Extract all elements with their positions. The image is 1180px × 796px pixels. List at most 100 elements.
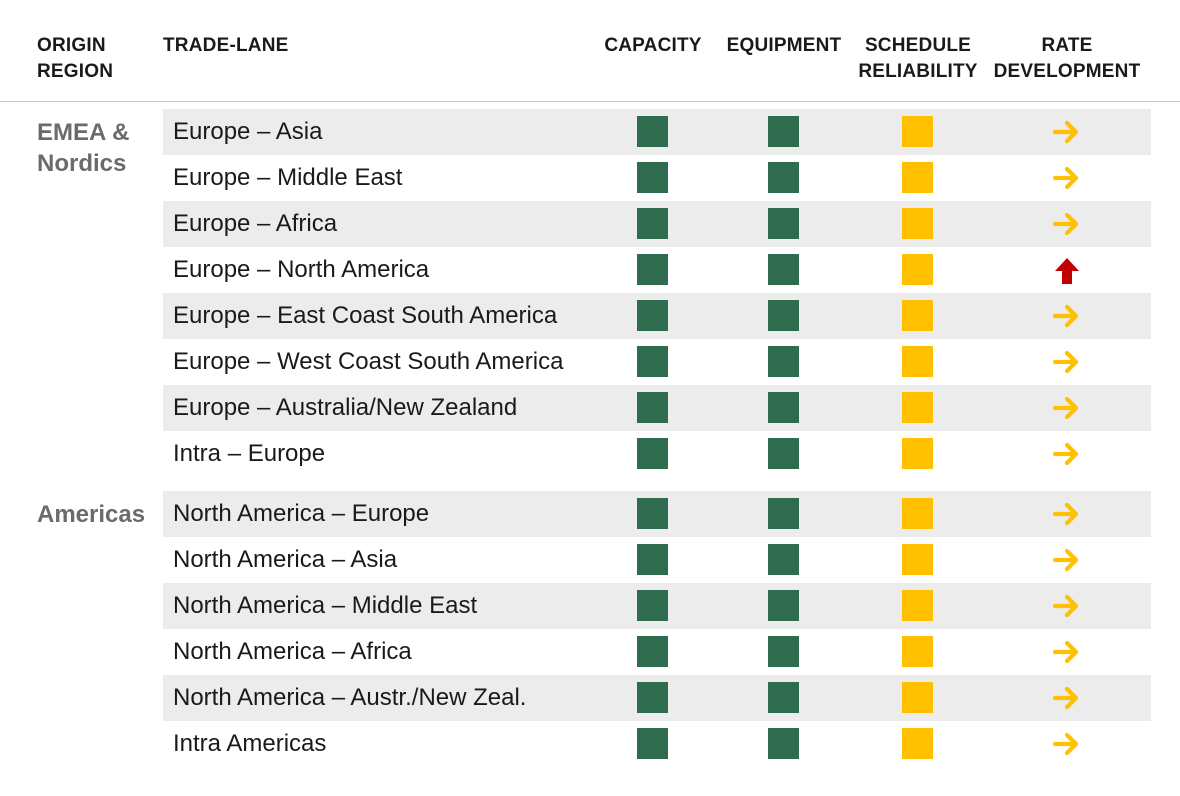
schedule-reliability-indicator	[902, 300, 933, 331]
header-divider	[0, 101, 1180, 102]
equipment-indicator	[768, 392, 799, 423]
table-row: North America – Asia	[163, 537, 1151, 583]
header-origin-region-line2: REGION	[37, 61, 114, 82]
capacity-indicator	[637, 208, 668, 239]
arrow-right-icon	[1052, 396, 1079, 420]
trade-lane-label: Europe – Asia	[173, 118, 323, 145]
header-rate-development: RATE DEVELOPMENT	[985, 33, 1149, 85]
equipment-indicator	[768, 116, 799, 147]
schedule-reliability-indicator	[902, 728, 933, 759]
equipment-indicator	[768, 208, 799, 239]
region-label-line: Americas	[37, 501, 146, 528]
schedule-reliability-indicator	[902, 116, 933, 147]
region-label-line: EMEA &	[37, 119, 130, 146]
capacity-indicator	[637, 346, 668, 377]
equipment-indicator	[768, 682, 799, 713]
region-label: Americas	[37, 499, 145, 530]
trade-lane-label: Europe – North America	[173, 256, 430, 283]
arrow-right-icon	[1052, 304, 1079, 328]
header-equipment: EQUIPMENT	[726, 35, 842, 56]
region-label: EMEA & Nordics	[37, 117, 129, 179]
schedule-reliability-indicator	[902, 590, 933, 621]
arrow-right-icon	[1052, 166, 1079, 190]
trade-lane-label: North America – Europe	[173, 500, 430, 527]
arrow-up-icon	[1055, 258, 1079, 284]
schedule-reliability-indicator	[902, 636, 933, 667]
capacity-indicator	[637, 728, 668, 759]
equipment-indicator	[768, 636, 799, 667]
capacity-indicator	[637, 682, 668, 713]
header-trade-lane: TRADE-LANE	[163, 35, 289, 56]
table-row: Intra – Europe	[163, 431, 1151, 477]
arrow-right-icon	[1052, 732, 1079, 756]
schedule-reliability-indicator	[902, 208, 933, 239]
schedule-reliability-indicator	[902, 682, 933, 713]
schedule-reliability-indicator	[902, 162, 933, 193]
table-row: North America – Africa	[163, 629, 1151, 675]
equipment-indicator	[768, 544, 799, 575]
equipment-indicator	[768, 300, 799, 331]
table-row: Europe – Africa	[163, 201, 1151, 247]
header-schedule-reliability: SCHEDULE RELIABILITY	[853, 33, 983, 85]
header-origin-region-line1: ORIGIN	[37, 35, 106, 56]
capacity-indicator	[637, 590, 668, 621]
table-row: North America – Europe	[163, 491, 1151, 537]
equipment-indicator	[768, 346, 799, 377]
region-label-line: Nordics	[37, 150, 127, 177]
capacity-indicator	[637, 116, 668, 147]
capacity-indicator	[637, 254, 668, 285]
header-capacity: CAPACITY	[604, 35, 702, 56]
table-row: Europe – West Coast South America	[163, 339, 1151, 385]
arrow-right-icon	[1052, 594, 1079, 618]
header-rate-development-line2: DEVELOPMENT	[993, 61, 1141, 82]
arrow-right-icon	[1052, 120, 1079, 144]
trade-lane-label: North America – Asia	[173, 546, 398, 573]
capacity-indicator	[637, 498, 668, 529]
equipment-indicator	[768, 590, 799, 621]
trade-lane-label: Europe – West Coast South America	[173, 348, 564, 375]
schedule-reliability-indicator	[902, 254, 933, 285]
equipment-indicator	[768, 498, 799, 529]
capacity-indicator	[637, 438, 668, 469]
table-row: Europe – East Coast South America	[163, 293, 1151, 339]
equipment-indicator	[768, 438, 799, 469]
trade-lane-label: Intra – Europe	[173, 440, 326, 467]
header-schedule-reliability-line2: RELIABILITY	[858, 61, 978, 82]
table-row: Europe – Asia	[163, 109, 1151, 155]
arrow-right-icon	[1052, 350, 1079, 374]
arrow-right-icon	[1052, 640, 1079, 664]
arrow-right-icon	[1052, 548, 1079, 572]
capacity-indicator	[637, 162, 668, 193]
schedule-reliability-indicator	[902, 346, 933, 377]
equipment-indicator	[768, 254, 799, 285]
table-row: Europe – North America	[163, 247, 1151, 293]
header-rate-development-line1: RATE	[1041, 35, 1093, 56]
equipment-indicator	[768, 728, 799, 759]
trade-lane-label: Europe – Middle East	[173, 164, 403, 191]
trade-lane-label: North America – Austr./New Zeal.	[173, 684, 527, 711]
capacity-indicator	[637, 392, 668, 423]
schedule-reliability-indicator	[902, 544, 933, 575]
schedule-reliability-indicator	[902, 438, 933, 469]
trade-lane-label: Intra Americas	[173, 730, 327, 757]
equipment-indicator	[768, 162, 799, 193]
table-row: North America – Middle East	[163, 583, 1151, 629]
trade-lane-label: Europe – East Coast South America	[173, 302, 558, 329]
arrow-right-icon	[1052, 212, 1079, 236]
table-row: Intra Americas	[163, 721, 1151, 767]
trade-lane-label: North America – Middle East	[173, 592, 478, 619]
table-row: North America – Austr./New Zeal.	[163, 675, 1151, 721]
arrow-right-icon	[1052, 686, 1079, 710]
schedule-reliability-indicator	[902, 498, 933, 529]
capacity-indicator	[637, 636, 668, 667]
arrow-right-icon	[1052, 442, 1079, 466]
table-row: Europe – Australia/New Zealand	[163, 385, 1151, 431]
header-schedule-reliability-line1: SCHEDULE	[864, 35, 972, 56]
capacity-indicator	[637, 300, 668, 331]
table-row: Europe – Middle East	[163, 155, 1151, 201]
trade-lane-label: North America – Africa	[173, 638, 412, 665]
arrow-right-icon	[1052, 502, 1079, 526]
trade-lane-label: Europe – Australia/New Zealand	[173, 394, 518, 421]
trade-lane-label: Europe – Africa	[173, 210, 338, 237]
schedule-reliability-indicator	[902, 392, 933, 423]
